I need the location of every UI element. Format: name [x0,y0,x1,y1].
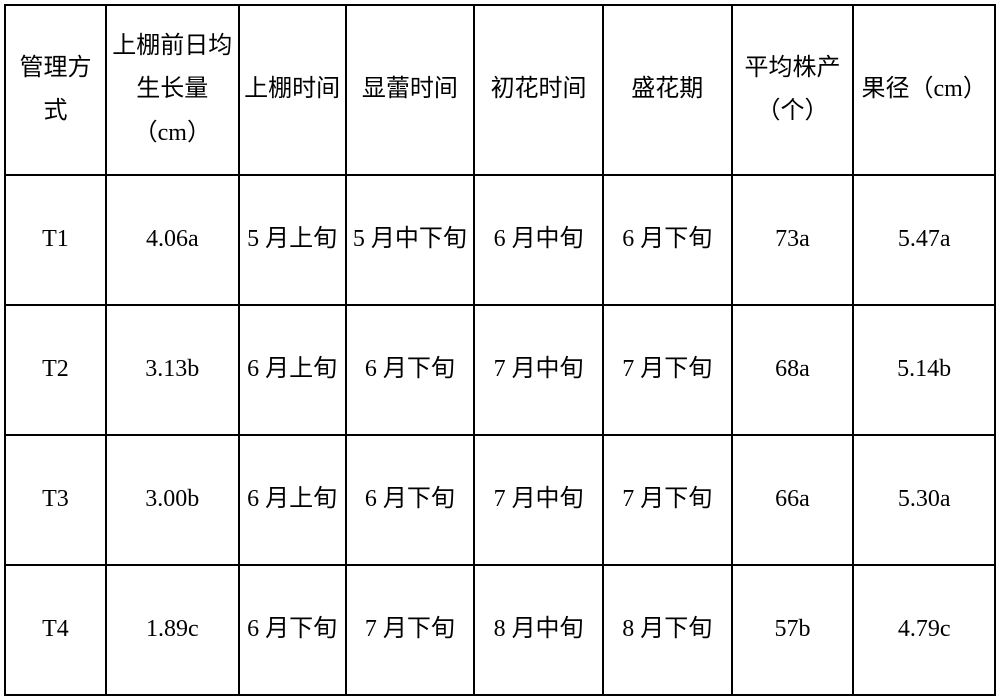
cell: T1 [5,175,106,305]
cell: T2 [5,305,106,435]
cell: 68a [732,305,854,435]
cell: 3.13b [106,305,239,435]
cell: 7 月中旬 [474,305,603,435]
cell: 8 月下旬 [603,565,732,695]
cell: 6 月上旬 [239,435,346,565]
cell: 5 月上旬 [239,175,346,305]
cell: 6 月下旬 [346,305,475,435]
table-row: T4 1.89c 6 月下旬 7 月下旬 8 月中旬 8 月下旬 57b 4.7… [5,565,995,695]
cell: T4 [5,565,106,695]
cell: 8 月中旬 [474,565,603,695]
cell: 6 月上旬 [239,305,346,435]
cell: 5 月中下旬 [346,175,475,305]
data-table: 管理方式 上棚前日均生长量（cm） 上棚时间 显蕾时间 初花时间 盛花期 平均株… [4,4,996,696]
table-header: 管理方式 上棚前日均生长量（cm） 上棚时间 显蕾时间 初花时间 盛花期 平均株… [5,5,995,175]
col-header: 管理方式 [5,5,106,175]
col-header: 果径（cm） [853,5,995,175]
cell: 3.00b [106,435,239,565]
col-header: 上棚时间 [239,5,346,175]
cell: 4.06a [106,175,239,305]
table-row: T3 3.00b 6 月上旬 6 月下旬 7 月中旬 7 月下旬 66a 5.3… [5,435,995,565]
cell: 6 月下旬 [603,175,732,305]
col-header: 显蕾时间 [346,5,475,175]
cell: 6 月下旬 [239,565,346,695]
cell: 57b [732,565,854,695]
col-header: 上棚前日均生长量（cm） [106,5,239,175]
cell: 5.14b [853,305,995,435]
cell: 1.89c [106,565,239,695]
cell: 7 月中旬 [474,435,603,565]
table-container: 管理方式 上棚前日均生长量（cm） 上棚时间 显蕾时间 初花时间 盛花期 平均株… [0,0,1000,696]
col-header: 盛花期 [603,5,732,175]
cell: 5.47a [853,175,995,305]
cell: 5.30a [853,435,995,565]
cell: 66a [732,435,854,565]
col-header: 初花时间 [474,5,603,175]
cell: 73a [732,175,854,305]
col-header: 平均株产（个） [732,5,854,175]
cell: 4.79c [853,565,995,695]
cell: T3 [5,435,106,565]
cell: 6 月下旬 [346,435,475,565]
table-row: T2 3.13b 6 月上旬 6 月下旬 7 月中旬 7 月下旬 68a 5.1… [5,305,995,435]
header-row: 管理方式 上棚前日均生长量（cm） 上棚时间 显蕾时间 初花时间 盛花期 平均株… [5,5,995,175]
table-row: T1 4.06a 5 月上旬 5 月中下旬 6 月中旬 6 月下旬 73a 5.… [5,175,995,305]
cell: 7 月下旬 [603,305,732,435]
cell: 7 月下旬 [603,435,732,565]
table-body: T1 4.06a 5 月上旬 5 月中下旬 6 月中旬 6 月下旬 73a 5.… [5,175,995,695]
cell: 6 月中旬 [474,175,603,305]
cell: 7 月下旬 [346,565,475,695]
